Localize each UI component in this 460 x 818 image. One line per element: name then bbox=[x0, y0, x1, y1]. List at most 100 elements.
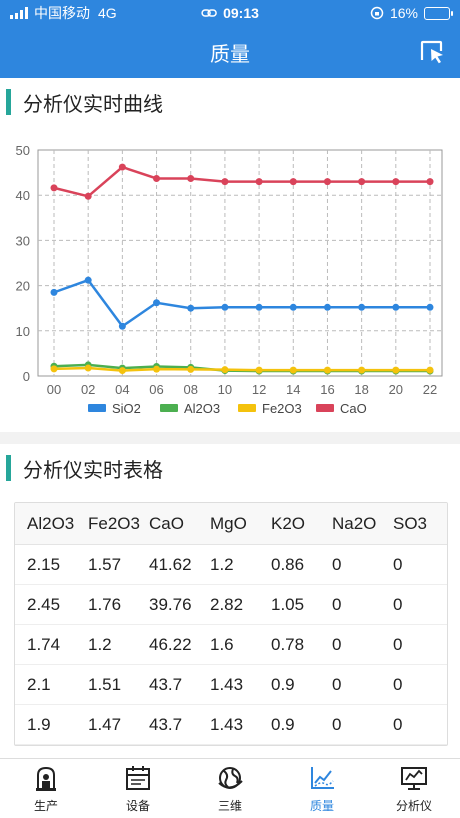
data-point-sio2 bbox=[289, 303, 297, 311]
data-point-sio2 bbox=[323, 303, 331, 311]
table-cell: 39.76 bbox=[149, 594, 192, 614]
data-point-sio2 bbox=[50, 288, 58, 296]
data-point-fe2o3 bbox=[289, 366, 297, 374]
x-tick-label: 12 bbox=[252, 382, 266, 397]
data-point-sio2 bbox=[221, 303, 229, 311]
table-cell: 1.9 bbox=[27, 714, 51, 734]
x-tick-label: 02 bbox=[81, 382, 95, 397]
table-cell: 0 bbox=[393, 594, 403, 614]
x-tick-label: 16 bbox=[320, 382, 334, 397]
data-point-fe2o3 bbox=[153, 365, 161, 373]
table-cell: 0.9 bbox=[271, 674, 295, 694]
monitor-icon bbox=[401, 767, 427, 790]
factory-icon bbox=[36, 766, 56, 791]
y-tick-label: 40 bbox=[16, 188, 30, 203]
table-cell: 46.22 bbox=[149, 634, 192, 654]
data-point-sio2 bbox=[153, 299, 161, 307]
table-cell: 1.2 bbox=[210, 554, 234, 574]
y-tick-label: 0 bbox=[23, 369, 30, 384]
calendar-icon bbox=[126, 766, 150, 790]
table-cell: 0 bbox=[332, 674, 342, 694]
globe-icon bbox=[218, 767, 243, 789]
data-point-cao bbox=[118, 163, 126, 171]
rotation-lock-icon bbox=[370, 6, 384, 20]
network-type: 4G bbox=[98, 5, 117, 21]
x-tick-label: 04 bbox=[115, 382, 129, 397]
x-tick-label: 06 bbox=[149, 382, 163, 397]
legend-label[interactable]: SiO2 bbox=[112, 401, 141, 416]
table-cell: 0.78 bbox=[271, 634, 305, 654]
x-tick-label: 20 bbox=[389, 382, 403, 397]
table-cell: 0 bbox=[332, 634, 342, 654]
table-header-row: Al2O3 Fe2O3 CaO MgO K2O Na2O SO3 bbox=[15, 503, 447, 545]
data-point-sio2 bbox=[358, 303, 366, 311]
table-cell: 1.05 bbox=[271, 594, 305, 614]
table-cell: 2.1 bbox=[27, 674, 51, 694]
data-point-cao bbox=[50, 184, 58, 192]
table-cell: 0 bbox=[393, 634, 403, 654]
data-point-fe2o3 bbox=[255, 366, 263, 374]
data-point-cao bbox=[323, 178, 331, 186]
quality-content: 分析仪实时曲线 0 10 20 30 40 50 00 02 04 06 08 10 12 14 16 18 2… bbox=[0, 78, 460, 758]
table-row: 2.45 1.76 39.76 2.82 1.05 0 0 bbox=[15, 585, 447, 625]
y-tick-label: 30 bbox=[16, 233, 30, 248]
data-point-fe2o3 bbox=[84, 364, 92, 372]
signal-icon bbox=[10, 7, 28, 19]
data-point-sio2 bbox=[392, 303, 400, 311]
table-cell: 1.2 bbox=[88, 634, 112, 654]
table-cell: 2.45 bbox=[27, 594, 61, 614]
nav-bar: 质量 bbox=[0, 26, 460, 78]
table-cell: 43.7 bbox=[149, 714, 183, 734]
table-cell: 0.9 bbox=[271, 714, 295, 734]
tab-label: 设备 bbox=[125, 799, 150, 813]
tab-label: 生产 bbox=[33, 799, 58, 813]
series-line-sio2 bbox=[53, 278, 430, 328]
table-cell: 1.51 bbox=[88, 674, 122, 694]
legend-label[interactable]: Fe2O3 bbox=[262, 401, 302, 416]
legend-label[interactable]: CaO bbox=[340, 401, 367, 416]
status-bar: 中国移动 4G 09:13 16% bbox=[0, 0, 460, 26]
data-point-fe2o3 bbox=[358, 366, 366, 374]
bottom-tab-bar: 生产 设备 三维 质量 分析仪 bbox=[0, 758, 460, 818]
select-cursor-icon[interactable] bbox=[418, 38, 446, 66]
data-point-fe2o3 bbox=[392, 366, 400, 374]
tab-chart[interactable]: 质量 bbox=[276, 759, 368, 818]
battery-percent: 16% bbox=[389, 5, 418, 21]
table-row: 1.74 1.2 46.22 1.6 0.78 0 0 bbox=[15, 625, 447, 665]
data-point-cao bbox=[358, 178, 366, 186]
table-header-cell: SO3 bbox=[393, 513, 428, 533]
table-cell: 41.62 bbox=[149, 554, 192, 574]
table-cell: 2.15 bbox=[27, 554, 61, 574]
legend-swatch[interactable] bbox=[316, 404, 334, 412]
data-point-fe2o3 bbox=[221, 366, 229, 374]
tab-globe[interactable]: 三维 bbox=[184, 759, 276, 818]
data-point-fe2o3 bbox=[50, 365, 58, 373]
data-point-cao bbox=[392, 178, 400, 186]
x-tick-label: 18 bbox=[354, 382, 368, 397]
realtime-data-table[interactable]: Al2O3 Fe2O3 CaO MgO K2O Na2O SO3 2.15 1.57 41.62 1… bbox=[14, 502, 448, 746]
legend-swatch[interactable] bbox=[88, 404, 106, 412]
battery-icon bbox=[424, 6, 453, 20]
carrier-name: 中国移动 bbox=[34, 5, 90, 21]
data-point-cao bbox=[187, 174, 195, 182]
data-point-cao bbox=[153, 174, 161, 182]
clock: 09:13 bbox=[223, 5, 259, 21]
data-point-fe2o3 bbox=[118, 367, 126, 375]
tab-monitor[interactable]: 分析仪 bbox=[368, 759, 460, 818]
data-point-sio2 bbox=[255, 303, 263, 311]
data-point-cao bbox=[289, 178, 297, 186]
table-cell: 0 bbox=[393, 714, 403, 734]
y-tick-label: 20 bbox=[16, 279, 30, 294]
tab-label: 三维 bbox=[217, 799, 242, 813]
tab-calendar[interactable]: 设备 bbox=[92, 759, 184, 818]
table-cell: 0 bbox=[332, 714, 342, 734]
table-cell: 0 bbox=[393, 674, 403, 694]
x-tick-label: 00 bbox=[47, 382, 61, 397]
legend-swatch[interactable] bbox=[160, 404, 178, 412]
x-tick-label: 10 bbox=[218, 382, 232, 397]
legend-label[interactable]: Al2O3 bbox=[184, 401, 220, 416]
tab-factory[interactable]: 生产 bbox=[0, 759, 92, 818]
legend-swatch[interactable] bbox=[238, 404, 256, 412]
table-cell: 1.6 bbox=[210, 634, 234, 654]
table-row: 2.15 1.57 41.62 1.2 0.86 0 0 bbox=[15, 545, 447, 585]
